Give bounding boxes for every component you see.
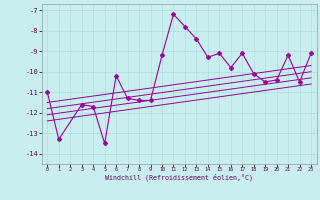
X-axis label: Windchill (Refroidissement éolien,°C): Windchill (Refroidissement éolien,°C) [105,174,253,181]
